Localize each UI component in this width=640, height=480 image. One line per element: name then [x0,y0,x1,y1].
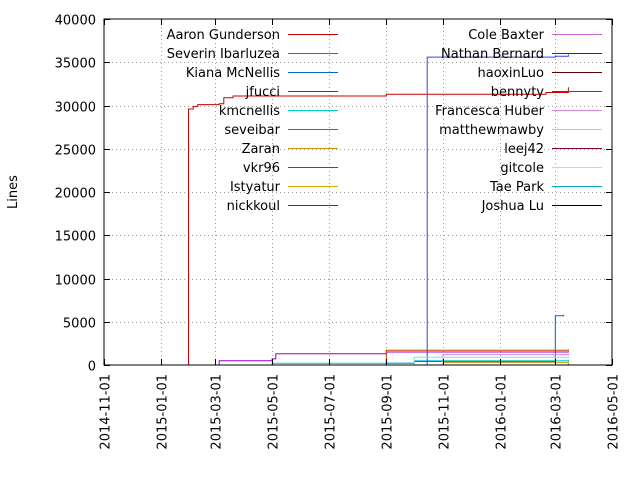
y-tick-label: 10000 [55,274,96,289]
y-tick-label: 15000 [55,230,96,245]
series-line [426,54,569,365]
legend-entry-label: Kiana McNellis [186,66,280,81]
x-tick-label: 2016-05-01 [607,374,622,450]
y-tick-label: 40000 [55,14,96,29]
y-tick-label: 0 [88,360,96,375]
y-tick-label: 35000 [55,57,96,72]
x-tick-label: 2016-01-01 [495,374,510,450]
legend-entry-label: seveibar [224,123,280,138]
legend-entry-label: Istyatur [230,180,281,195]
legend-entry-label: Joshua Lu [481,199,544,214]
legend-entry-label: matthewmawby [439,123,544,138]
legend-entry-label: leej42 [504,142,544,157]
y-axis-label: Lines [6,175,21,209]
y-tick-label: 5000 [63,317,96,332]
x-tick-label: 2015-07-01 [324,374,339,450]
y-tick-label: 25000 [55,144,96,159]
legend-entry-label: vkr96 [243,161,280,176]
x-tick-label: 2016-03-01 [550,374,565,450]
legend-entry-label: Francesca Huber [435,104,545,119]
legend-entry-label: Aaron Gunderson [167,28,280,43]
legend-entry-label: haoxinLuo [477,66,544,81]
legend-entry-label: gitcole [500,161,544,176]
y-tick-label: 30000 [55,101,96,116]
legend-entry-label: nickkoul [227,199,280,214]
axis-ticks: 0 5000 10000 15000 20000 25000 30000 35000 40000… [55,14,622,450]
x-tick-label: 2014-11-01 [99,374,114,450]
x-tick-label: 2015-01-01 [156,374,171,450]
legend-entry-label: bennyty [491,85,545,100]
legend-entry-label: Zaran [242,142,280,157]
legend-entry-label: Cole Baxter [468,28,544,43]
legend-entry-label: jfucci [245,85,280,100]
legend-entry-label: Severin Ibarluzea [167,47,280,62]
series-line [413,356,569,365]
series-line [442,353,569,365]
series-line [149,87,569,366]
series-line [215,351,569,366]
x-tick-label: 2015-03-01 [210,374,225,450]
y-tick-label: 20000 [55,187,96,202]
x-tick-label: 2015-05-01 [267,374,282,450]
legend-entry-label: kmcnellis [219,104,280,119]
legend-entry-label: Tae Park [489,180,544,195]
x-tick-label: 2015-11-01 [438,374,453,450]
legend-entry-label: Nathan Bernard [441,47,544,62]
x-tick-label: 2015-09-01 [381,374,396,450]
series-line [385,349,569,365]
legend: Aaron Gunderson Severin Ibarluzea Kiana Mc… [167,28,602,214]
